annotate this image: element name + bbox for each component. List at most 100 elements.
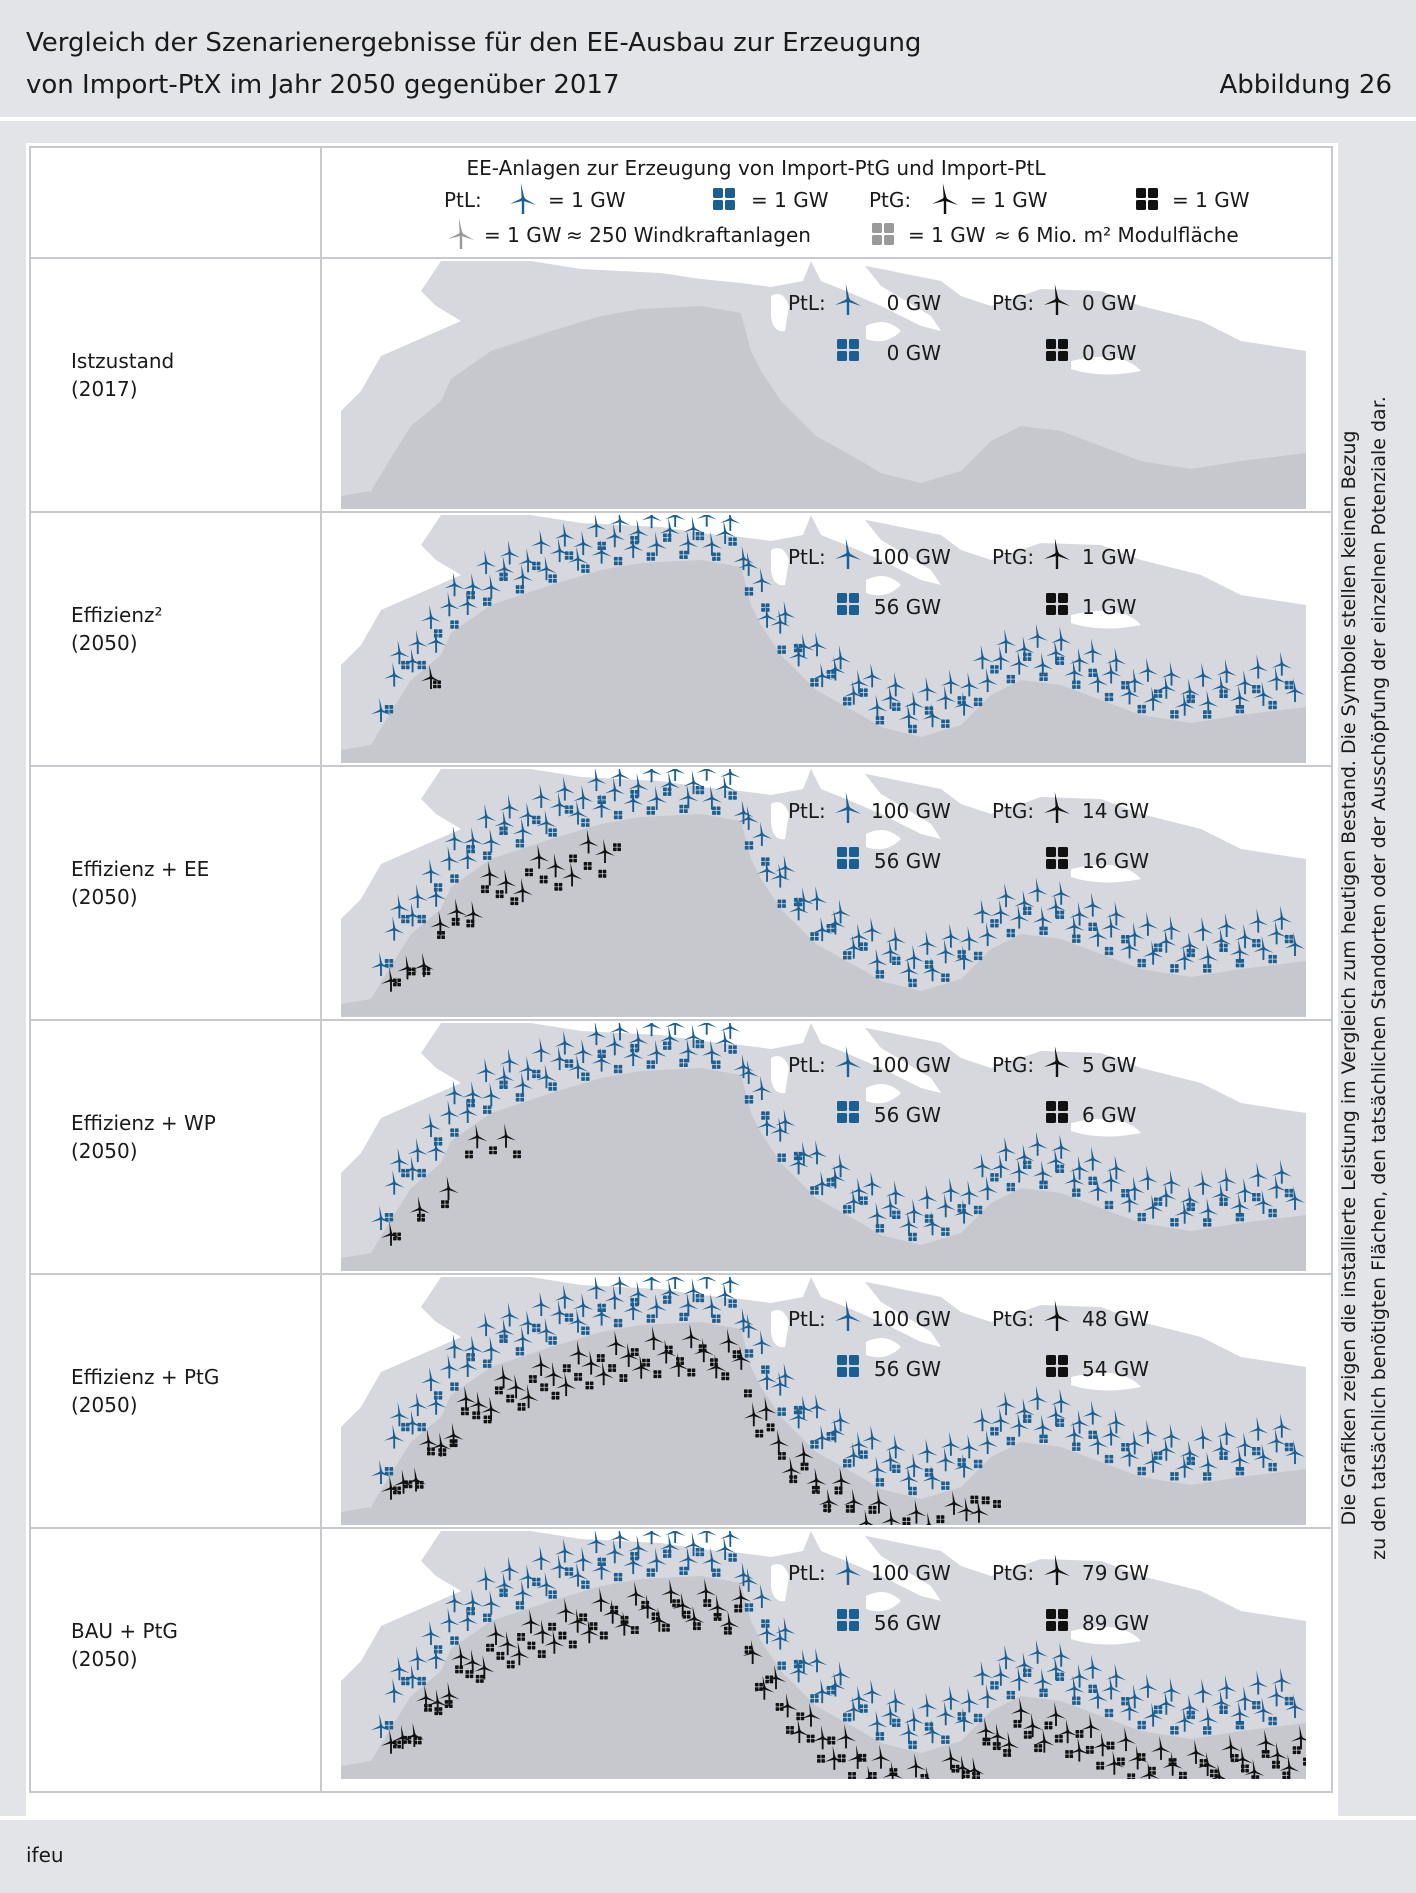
ptl-pv-icon [499, 1080, 508, 1089]
ptg-pv-icon [1044, 1099, 1070, 1130]
scenario-map [341, 769, 1306, 1017]
ptl-pv-icon [908, 1740, 917, 1750]
legend-wind-note: ≈ 250 Windkraftanlagen [566, 223, 811, 247]
ptl-wind-icon [935, 939, 956, 964]
scenario-map [341, 515, 1306, 763]
ptl-pv-icon [613, 810, 623, 820]
ptg-pv-icon [1044, 845, 1070, 876]
ptl-pv-icon [1203, 964, 1212, 973]
ptl-wind-icon [972, 899, 993, 924]
ptl-pv-icon [1252, 1700, 1261, 1710]
ptl-pv-icon [1088, 668, 1097, 678]
ptl-wind-value: 0 GW [886, 291, 941, 315]
ptl-label: PtL: [788, 799, 826, 823]
ptl-wind-icon [554, 1538, 575, 1563]
ptl-pv-icon [990, 665, 999, 674]
ptl-pv-icon [581, 1580, 590, 1589]
ptl-pv-icon [859, 688, 868, 697]
ptl-wind-icon [389, 640, 410, 665]
land-sardinia [771, 1563, 789, 1602]
ptl-wind-icon [1106, 1409, 1127, 1434]
ptl-pv-icon [892, 702, 901, 711]
ptl-pv-icon [843, 951, 852, 960]
ptl-wind-icon [1137, 657, 1159, 682]
ptl-pv-icon [1170, 1472, 1179, 1481]
ptl-pv-icon [1104, 1454, 1114, 1464]
ptl-pv-icon [810, 1186, 819, 1195]
ptl-wind-icon [389, 1656, 410, 1681]
ptl-pv-icon [401, 1676, 410, 1686]
ptl-pv-icon [1072, 934, 1081, 943]
ptl-pv-icon [908, 1486, 917, 1496]
ptl-wind-icon [531, 1291, 552, 1316]
ptl-pv-icon [957, 1204, 966, 1213]
ptl-wind-icon [439, 1608, 460, 1633]
ptl-wind-icon [1161, 1677, 1182, 1702]
ptg-pv-value: 1 GW [1082, 595, 1137, 619]
ptl-pv-icon [892, 956, 901, 965]
ptg-pv-icon [1044, 1353, 1070, 1384]
ptl-pv-icon [581, 1072, 590, 1081]
ptl-pv-icon [548, 1590, 557, 1599]
ptl-wind-icon [1248, 1670, 1269, 1695]
ptl-wind-icon [420, 1112, 442, 1138]
scenario-year: (2050) [71, 1139, 138, 1163]
ptl-pv-icon [1055, 1672, 1065, 1682]
ptl-wind-icon [1229, 1192, 1250, 1217]
legend-gray-pv-value: = 1 GW [908, 223, 986, 247]
ptl-wind-icon [499, 1048, 520, 1073]
ptl-pv-icon [1072, 1442, 1081, 1451]
ptl-wind-icon [420, 1620, 442, 1646]
ptl-wind-icon [1179, 1186, 1201, 1211]
ptl-wind-icon [1069, 1663, 1090, 1688]
ptl-wind-icon [1179, 1440, 1201, 1465]
ptl-wind-icon [862, 1679, 883, 1704]
ptl-pv-icon [990, 1427, 999, 1436]
ptl-wind-icon [475, 549, 497, 575]
ptl-pv-icon [777, 1407, 786, 1416]
ptl-wind-icon [475, 1311, 497, 1337]
legend-ptg-pv-value: = 1 GW [1172, 188, 1250, 212]
ptl-pv-icon [646, 1568, 655, 1577]
ptl-wind-icon [512, 563, 534, 589]
land-sicily [866, 1084, 901, 1104]
ptl-pv-icon [564, 1059, 574, 1068]
ptl-pv-icon [1006, 674, 1015, 684]
ptl-wind-icon [499, 540, 520, 565]
ptl-wind-icon [940, 1685, 962, 1710]
ptl-pv-icon [613, 556, 623, 566]
ptl-wind-icon [1082, 892, 1103, 917]
ptl-pv-icon [973, 951, 983, 961]
ptl-pv-icon [613, 1318, 623, 1328]
ptl-pv-icon [1153, 1197, 1163, 1206]
ptl-wind-icon [770, 863, 791, 888]
ptl-pv-icon [1268, 1462, 1277, 1472]
scenario-name: Effizienz² [71, 603, 163, 627]
scenario-map [341, 1531, 1306, 1779]
ptl-pv-icon [835, 1353, 861, 1384]
ptl-wind-icon [1082, 1146, 1103, 1171]
ptl-wind-icon [407, 629, 428, 655]
ptl-pv-icon [679, 1312, 688, 1322]
ptl-wind-icon [1229, 938, 1250, 963]
ptl-wind-icon [806, 632, 828, 657]
ptl-wind-icon [1179, 932, 1201, 957]
ptl-pv-icon [835, 591, 861, 622]
ptl-pv-icon [990, 919, 999, 928]
land-north-africa [341, 1322, 1306, 1525]
ptl-wind-icon [1137, 1673, 1159, 1698]
ptl-wind-icon [867, 948, 888, 973]
row-divider [31, 257, 1331, 259]
ptl-wind-icon [573, 530, 594, 556]
ptl-wind-icon [806, 1140, 828, 1165]
footer-divider [0, 1816, 1416, 1820]
land-france [531, 261, 811, 287]
ptl-pv-icon [499, 826, 508, 835]
ptl-wind-icon [935, 1447, 956, 1472]
ptl-pv-icon [761, 857, 770, 866]
ptl-wind-icon [1051, 1134, 1072, 1159]
ptl-wind-icon [1051, 1388, 1072, 1413]
ptl-pv-icon [728, 1299, 737, 1308]
ptl-wind-icon [499, 794, 520, 819]
ptl-wind-icon [885, 1688, 906, 1713]
